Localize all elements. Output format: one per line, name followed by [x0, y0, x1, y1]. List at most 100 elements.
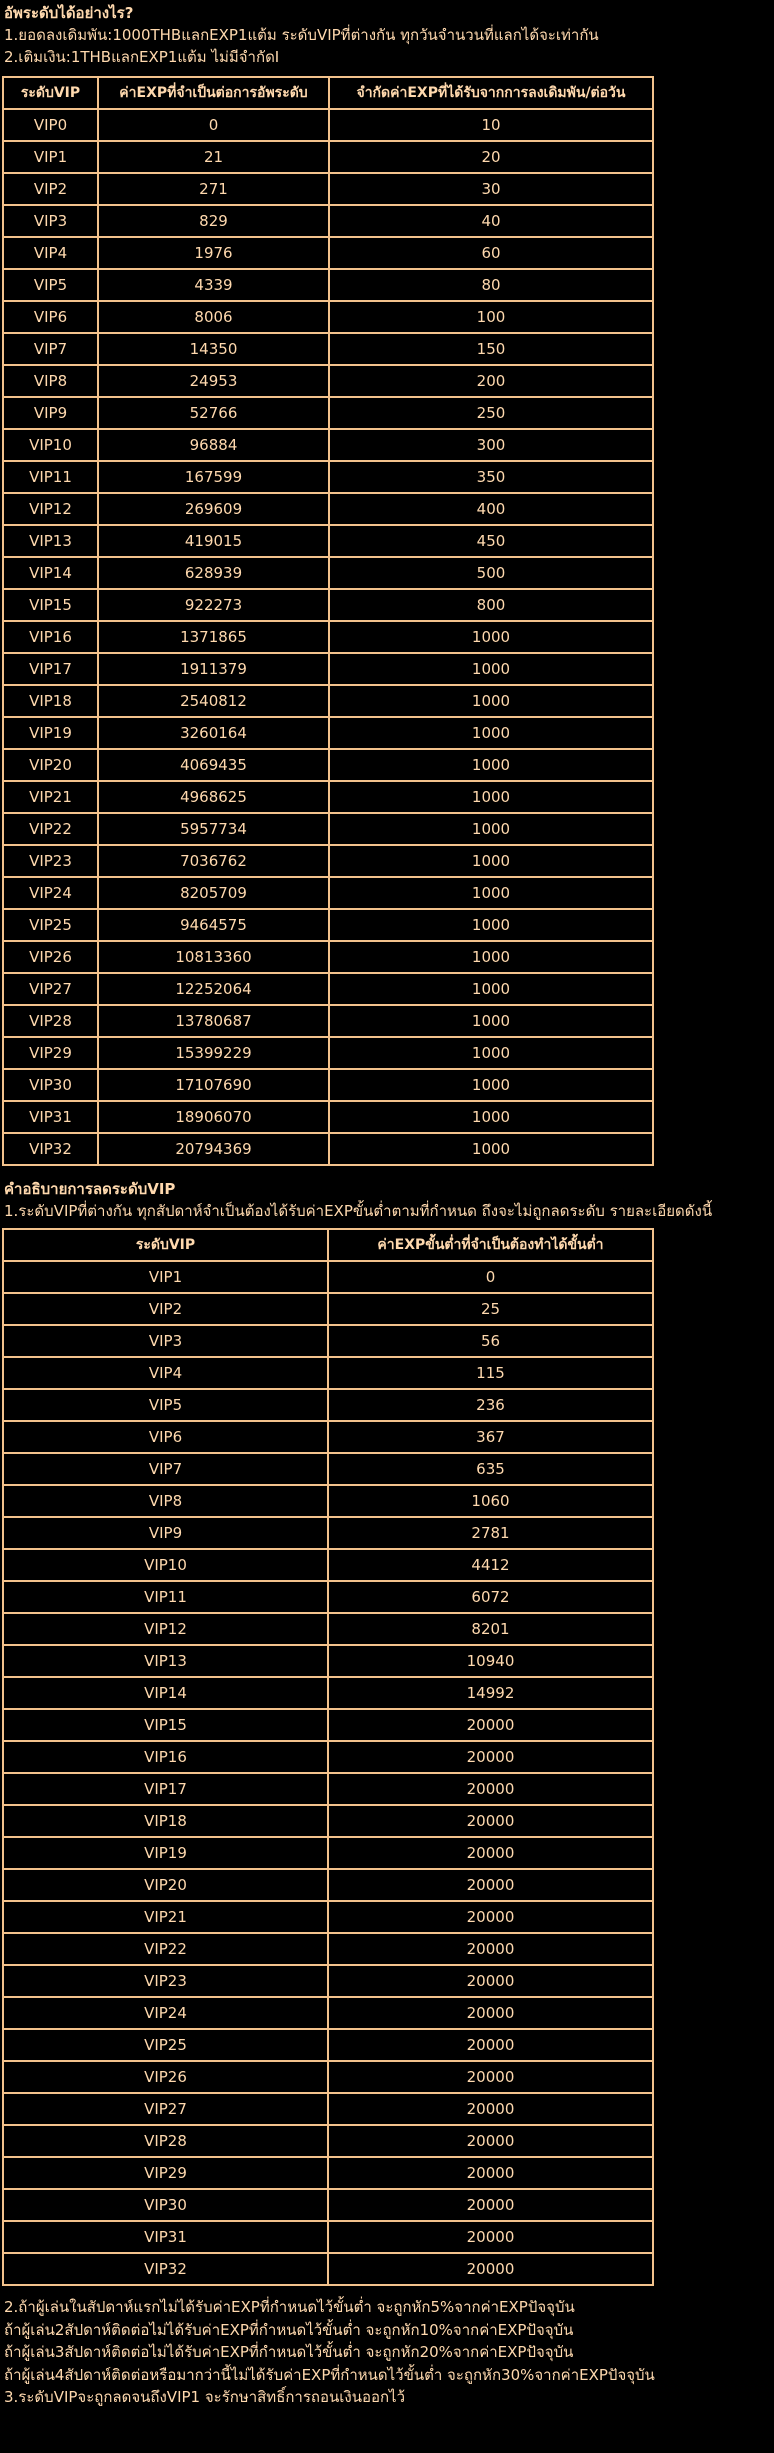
table-cell: 2540812: [97, 684, 330, 718]
table-cell: 1000: [328, 620, 654, 654]
demotion-table-header-row: ระดับVIP ค่าEXPขั้นต่ำที่จำเป็นต้องทำได้…: [2, 1228, 654, 1262]
table-cell: VIP31: [2, 2220, 329, 2254]
table-row: VIP32 20000: [2, 2252, 654, 2286]
table-cell: 20000: [327, 1708, 654, 1742]
table-row: VIP10 4412: [2, 1548, 654, 1582]
table-row: VIP4 115: [2, 1356, 654, 1390]
table-row: VIP16 1371865 1000: [2, 620, 654, 654]
table-row: VIP5 4339 80: [2, 268, 654, 302]
table-row: VIP29 15399229 1000: [2, 1036, 654, 1070]
table-cell: 300: [328, 428, 654, 462]
table-cell: VIP17: [2, 1772, 329, 1806]
table-row: VIP1 0: [2, 1260, 654, 1294]
table-cell: 15399229: [97, 1036, 330, 1070]
demotion-rule-1: 1.ระดับVIPที่ต่างกัน ทุกสัปดาห์จำเป็นต้อ…: [4, 1202, 713, 1220]
table-cell: 13780687: [97, 1004, 330, 1038]
table-cell: 271: [97, 172, 330, 206]
table-cell: 20000: [327, 1772, 654, 1806]
table-cell: VIP19: [2, 1836, 329, 1870]
levelup-intro: อัพระดับได้อย่างไร? 1.ยอดลงเดิมพัน:1000T…: [2, 2, 774, 68]
table-cell: VIP11: [2, 460, 99, 494]
table-row: VIP11 6072: [2, 1580, 654, 1614]
table-cell: 96884: [97, 428, 330, 462]
table-row: VIP2 271 30: [2, 172, 654, 206]
demotion-table: ระดับVIP ค่าEXPขั้นต่ำที่จำเป็นต้องทำได้…: [2, 1228, 654, 2286]
levelup-rule-1: 1.ยอดลงเดิมพัน:1000THBแลกEXP1แต้ม ระดับV…: [4, 26, 599, 44]
table-row: VIP13 10940: [2, 1644, 654, 1678]
table-cell: VIP24: [2, 1996, 329, 2030]
table-cell: 80: [328, 268, 654, 302]
table-cell: VIP25: [2, 908, 99, 942]
table-cell: 52766: [97, 396, 330, 430]
table-cell: 40: [328, 204, 654, 238]
table-cell: 1000: [328, 1100, 654, 1134]
table-cell: 829: [97, 204, 330, 238]
table-cell: 1000: [328, 1036, 654, 1070]
table-cell: 12252064: [97, 972, 330, 1006]
table-cell: VIP3: [2, 204, 99, 238]
table-cell: VIP10: [2, 428, 99, 462]
table-row: VIP23 20000: [2, 1964, 654, 1998]
table-cell: VIP10: [2, 1548, 329, 1582]
table-cell: 4339: [97, 268, 330, 302]
table-cell: 800: [328, 588, 654, 622]
table-cell: VIP28: [2, 2124, 329, 2158]
table-cell: 14350: [97, 332, 330, 366]
table-row: VIP7 635: [2, 1452, 654, 1486]
table-row: VIP10 96884 300: [2, 428, 654, 462]
levelup-title: อัพระดับได้อย่างไร?: [4, 4, 134, 22]
table-cell: 20000: [327, 2188, 654, 2222]
table-cell: 635: [327, 1452, 654, 1486]
table-cell: 10813360: [97, 940, 330, 974]
table-cell: 18906070: [97, 1100, 330, 1134]
table-row: VIP19 3260164 1000: [2, 716, 654, 750]
table-row: VIP17 20000: [2, 1772, 654, 1806]
footer-note-week1: 2.ถ้าผู้เล่นในสัปดาห์แรกไม่ได้รับค่าEXPท…: [4, 2298, 575, 2316]
table-row: VIP3 829 40: [2, 204, 654, 238]
table-row: VIP23 7036762 1000: [2, 844, 654, 878]
table-row: VIP7 14350 150: [2, 332, 654, 366]
table-cell: 60: [328, 236, 654, 270]
table-cell: 1000: [328, 716, 654, 750]
table-cell: VIP7: [2, 1452, 329, 1486]
table-cell: VIP29: [2, 2156, 329, 2190]
table-cell: VIP30: [2, 1068, 99, 1102]
table-row: VIP12 8201: [2, 1612, 654, 1646]
table-cell: 1000: [328, 780, 654, 814]
table-cell: VIP20: [2, 1868, 329, 1902]
table-cell: 250: [328, 396, 654, 430]
levelup-header-level: ระดับVIP: [2, 76, 99, 110]
table-cell: 24953: [97, 364, 330, 398]
table-cell: VIP13: [2, 1644, 329, 1678]
table-cell: VIP15: [2, 1708, 329, 1742]
table-row: VIP14 14992: [2, 1676, 654, 1710]
table-cell: 1976: [97, 236, 330, 270]
table-cell: VIP29: [2, 1036, 99, 1070]
levelup-header-daily-limit: จำกัดค่าEXPที่ได้รับจากการลงเดิมพัน/ต่อว…: [328, 76, 654, 110]
table-row: VIP8 1060: [2, 1484, 654, 1518]
table-cell: 200: [328, 364, 654, 398]
table-row: VIP28 13780687 1000: [2, 1004, 654, 1038]
table-cell: VIP24: [2, 876, 99, 910]
table-cell: 20000: [327, 2092, 654, 2126]
table-row: VIP12 269609 400: [2, 492, 654, 526]
table-cell: 20000: [327, 1804, 654, 1838]
table-cell: VIP6: [2, 300, 99, 334]
table-cell: VIP8: [2, 1484, 329, 1518]
table-cell: VIP15: [2, 588, 99, 622]
table-cell: 167599: [97, 460, 330, 494]
table-row: VIP30 17107690 1000: [2, 1068, 654, 1102]
table-row: VIP28 20000: [2, 2124, 654, 2158]
table-cell: 1911379: [97, 652, 330, 686]
table-row: VIP24 8205709 1000: [2, 876, 654, 910]
table-cell: 20000: [327, 2252, 654, 2286]
table-cell: 1060: [327, 1484, 654, 1518]
table-cell: VIP16: [2, 620, 99, 654]
table-cell: 20000: [327, 1996, 654, 2030]
table-cell: 628939: [97, 556, 330, 590]
table-row: VIP11 167599 350: [2, 460, 654, 494]
table-cell: 8006: [97, 300, 330, 334]
table-cell: 419015: [97, 524, 330, 558]
table-cell: 1000: [328, 876, 654, 910]
